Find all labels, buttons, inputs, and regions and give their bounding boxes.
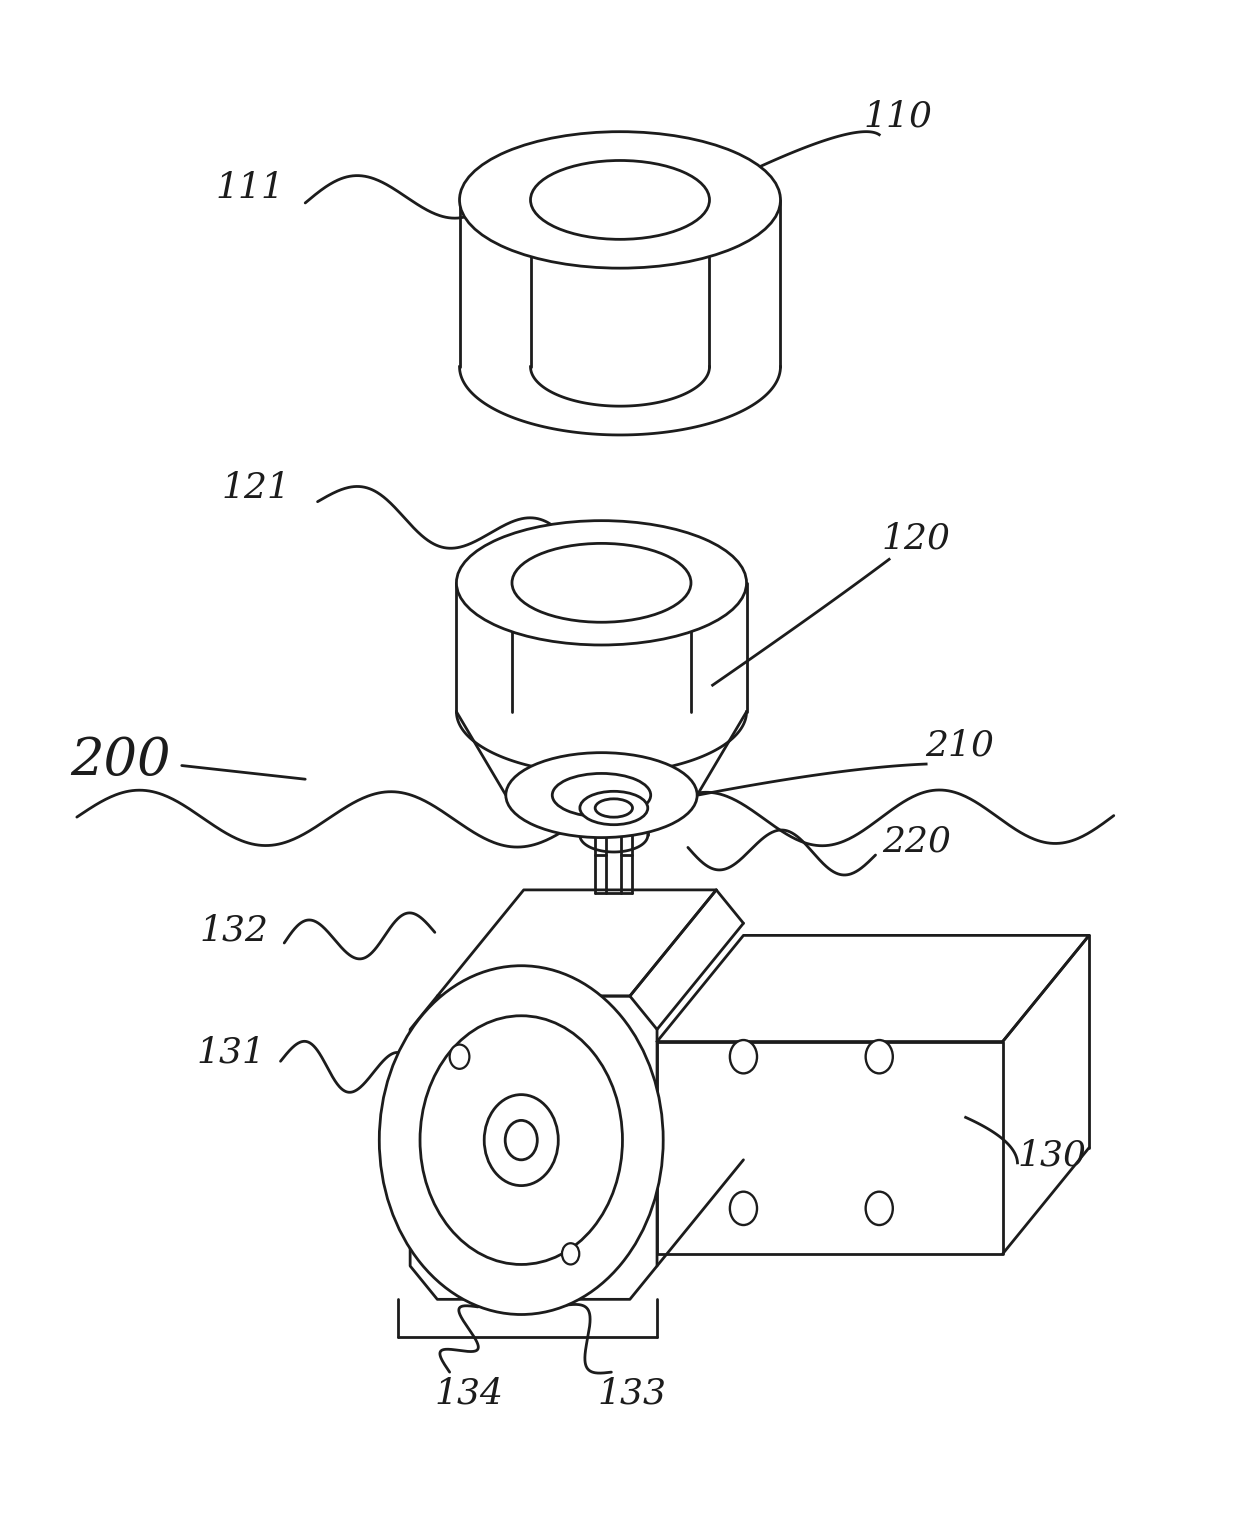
Ellipse shape bbox=[866, 1192, 893, 1225]
Text: 131: 131 bbox=[197, 1035, 265, 1068]
Text: 210: 210 bbox=[925, 729, 994, 763]
Text: 130: 130 bbox=[1018, 1138, 1086, 1172]
Ellipse shape bbox=[730, 1192, 758, 1225]
Text: 200: 200 bbox=[69, 735, 170, 787]
Ellipse shape bbox=[580, 791, 647, 825]
Ellipse shape bbox=[506, 753, 697, 837]
Ellipse shape bbox=[512, 543, 691, 622]
Text: 120: 120 bbox=[882, 521, 951, 556]
Ellipse shape bbox=[484, 1094, 558, 1186]
Ellipse shape bbox=[505, 1120, 537, 1160]
Ellipse shape bbox=[456, 521, 746, 645]
Text: 111: 111 bbox=[216, 170, 284, 205]
Ellipse shape bbox=[379, 966, 663, 1315]
Text: 220: 220 bbox=[882, 825, 951, 858]
Ellipse shape bbox=[562, 1243, 579, 1265]
Ellipse shape bbox=[552, 773, 651, 817]
Text: 134: 134 bbox=[435, 1376, 503, 1411]
Ellipse shape bbox=[450, 1044, 470, 1068]
Text: 132: 132 bbox=[200, 913, 268, 948]
Text: 121: 121 bbox=[221, 470, 290, 505]
Text: 133: 133 bbox=[598, 1376, 667, 1411]
Ellipse shape bbox=[730, 1040, 758, 1073]
Ellipse shape bbox=[866, 1040, 893, 1073]
Ellipse shape bbox=[460, 132, 780, 268]
Ellipse shape bbox=[531, 160, 709, 239]
Ellipse shape bbox=[420, 1015, 622, 1265]
Ellipse shape bbox=[595, 799, 632, 817]
Text: 110: 110 bbox=[863, 99, 932, 134]
